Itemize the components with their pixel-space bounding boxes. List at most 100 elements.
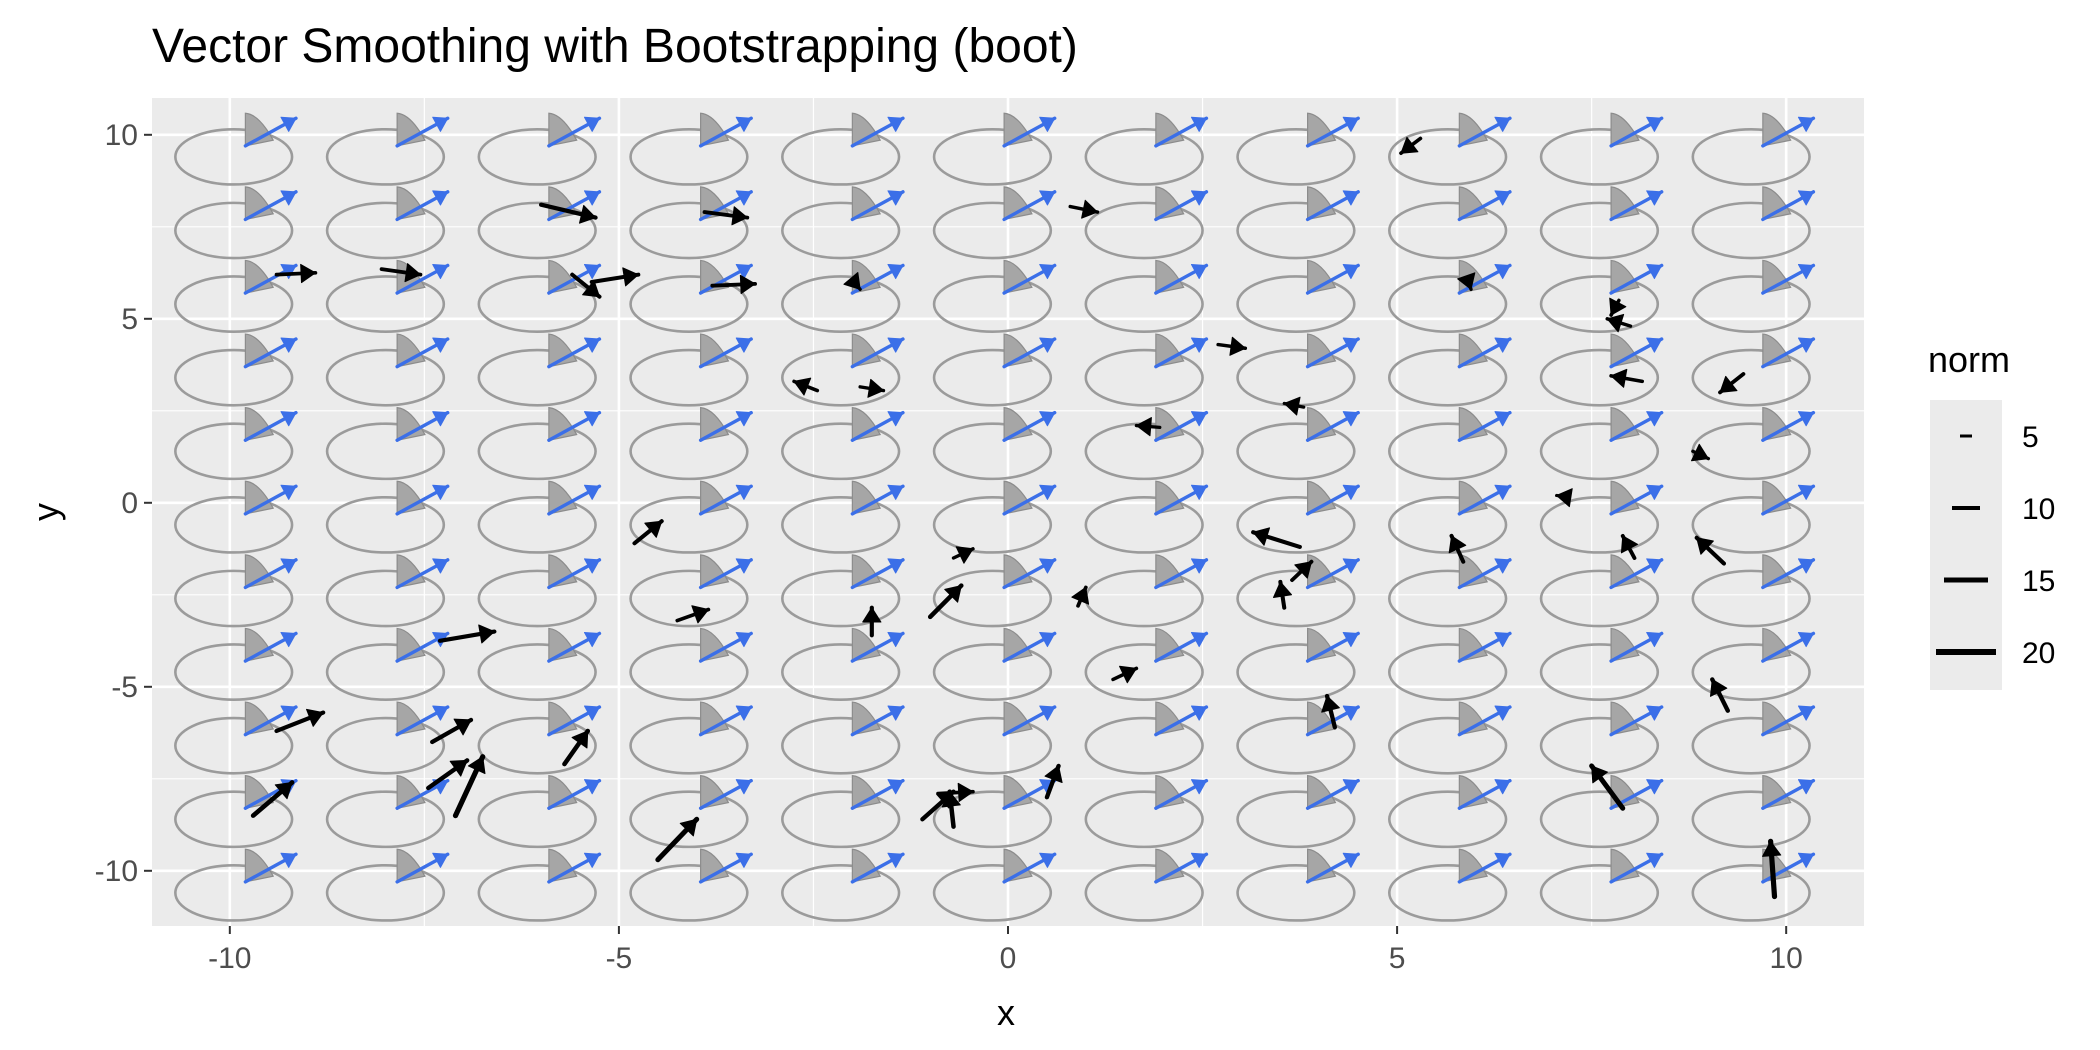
smoothed-vector-head: [1797, 705, 1814, 721]
smoothed-vector-head: [280, 852, 297, 868]
bootstrap-wedge: [1610, 407, 1640, 441]
uncertainty-ellipse: [174, 643, 294, 701]
legend-key-background: [1930, 400, 2002, 690]
smoothed-vector-head: [1190, 263, 1207, 280]
uncertainty-ellipse: [1691, 790, 1811, 849]
smoothed-vector-head: [1797, 852, 1814, 868]
uncertainty-ellipse: [1691, 127, 1811, 186]
uncertainty-ellipse: [174, 127, 294, 186]
uncertainty-ellipse: [629, 716, 749, 775]
observed-vector-head: [300, 263, 316, 284]
observed-vector-head: [582, 280, 600, 298]
observed-vector-head: [1044, 765, 1063, 784]
bootstrap-wedge: [851, 407, 882, 441]
uncertainty-ellipse: [1236, 643, 1356, 701]
smoothed-vector-head: [583, 631, 600, 648]
bootstrap-wedge: [1155, 775, 1185, 809]
uncertainty-ellipse: [174, 790, 294, 849]
bootstrap-wedge: [1003, 554, 1033, 589]
uncertainty-ellipse: [1084, 275, 1204, 333]
smoothed-vector-head: [735, 263, 752, 280]
uncertainty-ellipse: [629, 863, 749, 922]
smoothed-vector-head: [1494, 484, 1511, 500]
smoothed-vector-head: [1797, 116, 1814, 132]
bootstrap-wedge: [244, 480, 275, 515]
uncertainty-ellipse: [781, 201, 901, 260]
smoothed-vector-head: [735, 852, 752, 868]
uncertainty-ellipse: [781, 422, 901, 481]
bootstrap-wedge: [700, 627, 730, 662]
uncertainty-ellipse: [1236, 422, 1356, 481]
smoothed-vector-head: [1797, 779, 1814, 795]
bootstrap-wedge: [1307, 259, 1337, 294]
bootstrap-wedge: [244, 701, 275, 736]
smoothed-vector-head: [887, 779, 904, 795]
smoothed-vector-head: [735, 558, 752, 574]
observed-vector-head: [944, 585, 962, 603]
bootstrap-wedge: [1762, 701, 1792, 736]
smoothed-vector-head: [1190, 411, 1207, 427]
smoothed-vector-head: [1494, 631, 1511, 648]
smoothed-vector-head: [1190, 116, 1207, 132]
bootstrap-wedge: [1155, 480, 1185, 515]
smoothed-vector-head: [1190, 852, 1207, 868]
bootstrap-wedge: [1610, 701, 1640, 736]
smoothed-vector-head: [280, 411, 297, 427]
bootstrap-wedge: [1458, 112, 1489, 147]
smoothed-vector-head: [1797, 411, 1814, 427]
uncertainty-ellipse: [932, 495, 1053, 554]
uncertainty-ellipse: [477, 275, 597, 333]
uncertainty-ellipse: [325, 495, 446, 554]
bootstrap-wedge: [1762, 775, 1792, 809]
uncertainty-ellipse: [932, 790, 1053, 849]
uncertainty-ellipse: [477, 201, 597, 260]
observed-vector-head: [1294, 561, 1312, 579]
bootstrap-wedge: [1458, 701, 1489, 736]
uncertainty-ellipse: [1236, 863, 1356, 922]
smoothed-vector-head: [1039, 705, 1056, 721]
bootstrap-wedge: [851, 848, 882, 883]
bootstrap-wedge: [1458, 848, 1489, 883]
smoothed-vector-head: [1646, 631, 1663, 648]
bootstrap-wedge: [1762, 333, 1792, 368]
smoothed-vector-head: [1190, 631, 1207, 648]
bootstrap-wedge: [851, 554, 882, 589]
bootstrap-wedge: [396, 333, 426, 368]
observed-vector-head: [1229, 336, 1246, 356]
uncertainty-ellipse: [629, 422, 749, 481]
smoothed-vector-head: [432, 190, 449, 206]
uncertainty-ellipse: [629, 127, 749, 186]
bootstrap-wedge: [396, 848, 426, 883]
smoothed-vector-head: [432, 411, 449, 427]
uncertainty-ellipse: [1388, 422, 1508, 481]
uncertainty-ellipse: [477, 863, 597, 922]
smoothed-vector-head: [280, 631, 297, 648]
uncertainty-ellipse: [1691, 348, 1811, 407]
bootstrap-wedge: [1307, 554, 1337, 589]
observed-vector-head: [478, 624, 495, 644]
bootstrap-wedge: [1155, 701, 1185, 736]
bootstrap-wedge: [1762, 186, 1792, 221]
bootstrap-wedge: [396, 627, 426, 662]
bootstrap-wedge: [1762, 554, 1792, 589]
observed-vector-head: [449, 759, 468, 777]
bootstrap-wedge: [396, 186, 426, 221]
uncertainty-ellipse: [932, 863, 1053, 922]
observed-vector-head: [1606, 313, 1625, 333]
bootstrap-wedge: [548, 407, 578, 441]
uncertainty-ellipse: [1388, 348, 1508, 407]
smoothed-vector-head: [280, 116, 297, 132]
uncertainty-ellipse: [1388, 569, 1508, 628]
observed-vector-head: [1610, 368, 1628, 388]
bootstrap-wedge: [244, 259, 275, 294]
bootstrap-wedge: [396, 112, 426, 147]
bootstrap-wedge: [1610, 480, 1640, 515]
uncertainty-ellipse: [932, 716, 1053, 775]
observed-vector-head: [1556, 488, 1573, 508]
observed-vector-head: [941, 791, 961, 808]
bootstrap-wedge: [851, 112, 882, 147]
uncertainty-ellipse: [781, 863, 901, 922]
smoothed-vector-head: [1342, 484, 1359, 500]
uncertainty-ellipse: [477, 422, 597, 481]
